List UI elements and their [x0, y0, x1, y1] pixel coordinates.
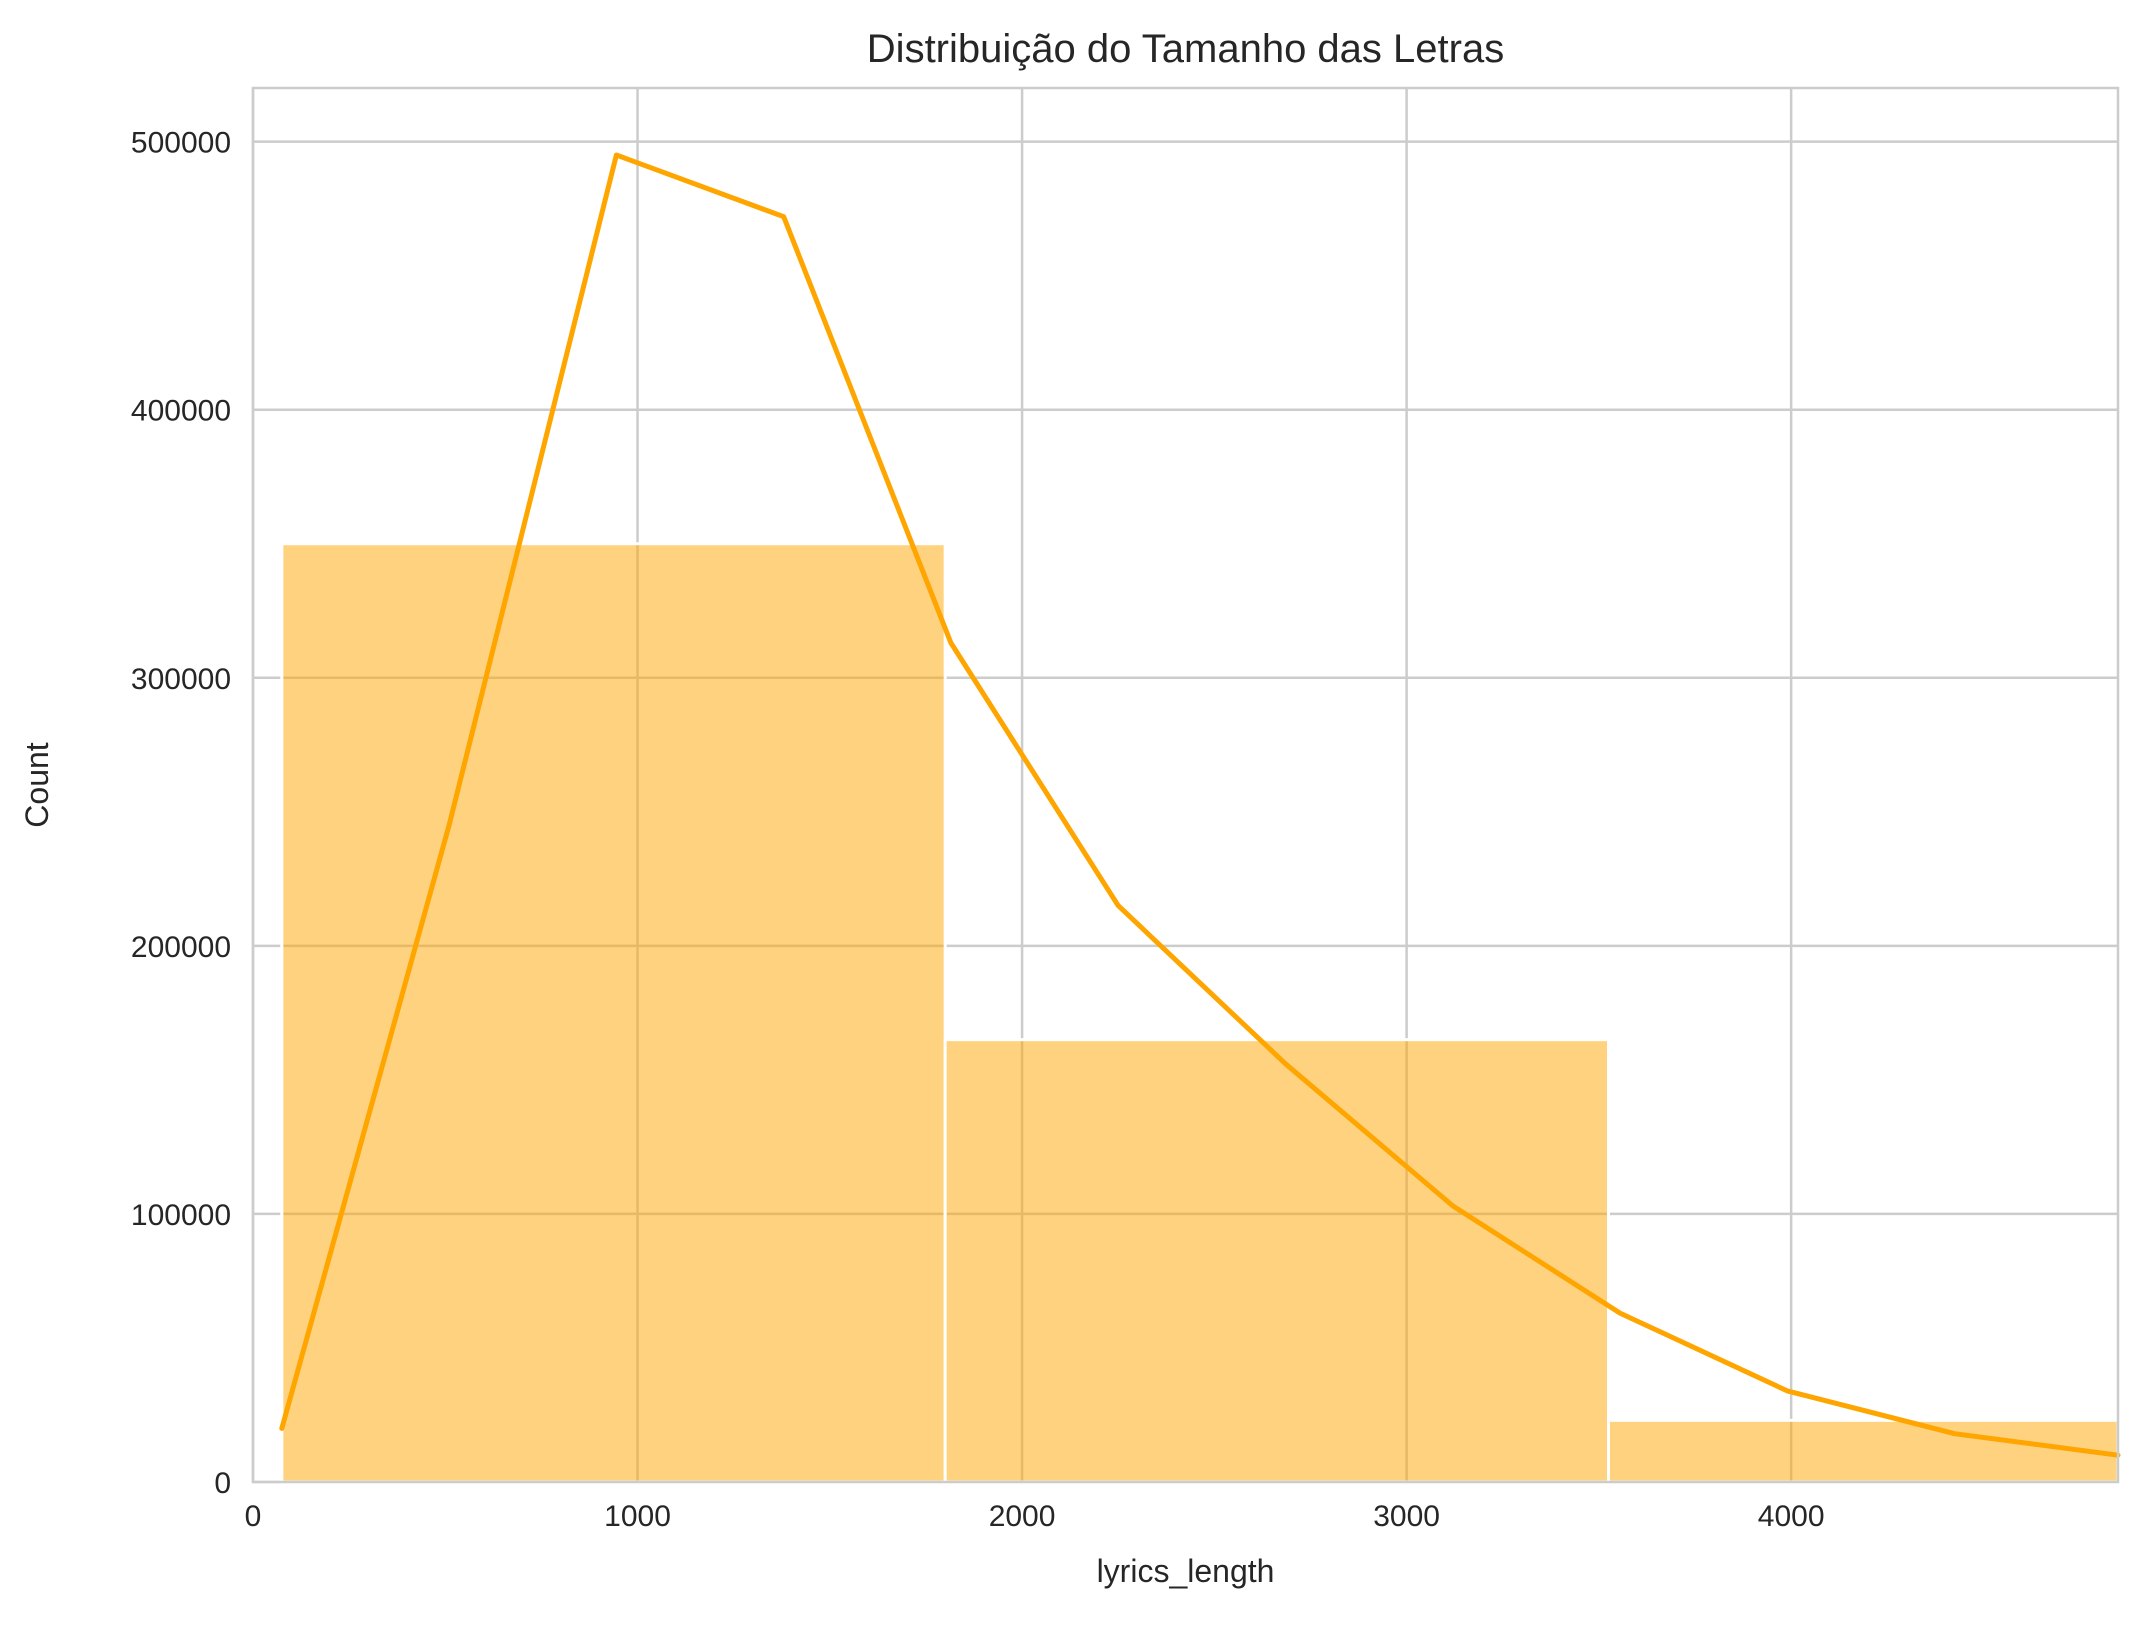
x-tick-labels: 0 1000 2000 3000 4000 — [245, 1500, 1825, 1533]
x-tick-label: 1000 — [604, 1500, 671, 1533]
chart-title: Distribuição do Tamanho das Letras — [867, 27, 1504, 71]
y-tick-label: 500000 — [131, 127, 231, 160]
y-tick-label: 300000 — [131, 663, 231, 696]
plot-frame — [251, 86, 2120, 1484]
x-tick-label: 2000 — [989, 1500, 1056, 1533]
x-tick-label: 4000 — [1758, 1500, 1825, 1533]
x-axis-label: lyrics_length — [1097, 1553, 1275, 1589]
kde-line — [279, 152, 2121, 1458]
y-tick-label: 200000 — [131, 931, 231, 964]
histogram-bars — [280, 542, 2120, 1484]
y-tick-label: 100000 — [131, 1199, 231, 1232]
histogram-bar — [280, 542, 947, 1484]
kde-curve-layer — [279, 152, 2121, 1458]
y-tick-label: 400000 — [131, 395, 231, 428]
histogram-bar — [1606, 1418, 2120, 1484]
histogram-bar — [943, 1038, 1610, 1484]
y-axis-label: Count — [19, 742, 55, 828]
x-tick-label: 3000 — [1373, 1500, 1440, 1533]
y-tick-labels: 0 100000 200000 300000 400000 500000 — [131, 127, 231, 1500]
x-tick-label: 0 — [245, 1500, 262, 1533]
y-tick-label: 0 — [214, 1467, 231, 1500]
